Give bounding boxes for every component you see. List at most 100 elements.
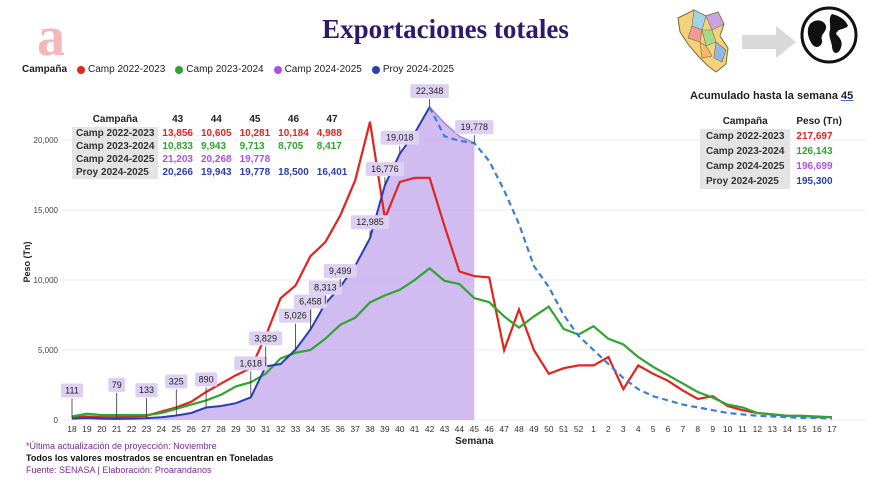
table-cell: 19,778 [239, 167, 271, 178]
x-tick-label: 50 [544, 424, 554, 434]
x-tick-label: 16 [812, 424, 822, 434]
x-tick-label: 43 [440, 424, 450, 434]
y-tick-label: 5,000 [38, 346, 59, 355]
x-tick-label: 38 [365, 424, 375, 434]
table-cell: 10,184 [278, 128, 309, 139]
table-cell [313, 153, 352, 166]
x-tick-label: 49 [529, 424, 539, 434]
x-tick-label: 26 [186, 424, 196, 434]
line-camp-2023-2024 [71, 266, 832, 419]
x-tick-label: 17 [827, 424, 837, 434]
point-label-box [455, 120, 494, 135]
point-label: 890 [199, 375, 214, 385]
table-row: Proy 2024-2025 20,266 19,943 19,778 18,5… [72, 166, 351, 179]
legend-label: Camp 2024-2025 [284, 64, 362, 75]
table-row: Camp 2023-2024 126,143 [700, 144, 848, 159]
row-label: Camp 2022-2023 [700, 129, 791, 144]
point-label: 9,499 [329, 266, 352, 276]
x-tick-label: 3 [621, 424, 626, 434]
legend-title: Campaña [22, 64, 68, 75]
chart-legend: Campaña Camp 2022-2023 Camp 2023-2024 Ca… [22, 64, 454, 75]
legend-color-dot [77, 65, 86, 74]
point-label: 8,313 [314, 283, 337, 293]
x-tick-label: 8 [695, 424, 700, 434]
legend-label: Camp 2023-2024 [186, 64, 264, 75]
point-label-box [293, 294, 327, 309]
footer-source: Fuente: SENASA | Elaboración: Proarandan… [26, 465, 212, 475]
legend-color-dot [273, 65, 282, 74]
x-tick-label: 32 [276, 424, 286, 434]
x-tick-label: 14 [782, 424, 792, 434]
table-row: Camp 2024-2025 21,203 20,268 19,778 [72, 153, 351, 166]
point-label-box [135, 383, 158, 398]
x-tick-label: 52 [574, 424, 584, 434]
point-label-box [380, 130, 419, 145]
point-label: 111 [65, 385, 79, 395]
arrow-right-icon [742, 26, 796, 58]
legend-label: Proy 2024-2025 [382, 64, 455, 75]
x-tick-label: 6 [666, 424, 671, 434]
point-label-box [165, 374, 188, 389]
x-tick-label: 1 [591, 424, 596, 434]
x-tick-label: 34 [306, 424, 316, 434]
table-cell: 126,143 [796, 146, 833, 157]
row-label: Camp 2023-2024 [72, 140, 159, 153]
legend-color-dot [371, 65, 380, 74]
table-row: Camp 2023-2024 10,833 9,943 9,713 8,705 … [72, 140, 351, 153]
table-cell: 10,605 [200, 128, 232, 139]
table-cell: 10,281 [239, 128, 271, 139]
row-label: Proy 2024-2025 [72, 166, 159, 179]
point-label: 19,018 [386, 133, 414, 143]
x-tick-label: 22 [127, 424, 137, 434]
table-cell: 21,203 [162, 154, 193, 165]
table-cell: 195,300 [796, 176, 833, 187]
x-tick-label: 12 [753, 424, 763, 434]
table-cell: 217,697 [796, 131, 833, 142]
accumulated-table: Campaña Peso (Tn) Camp 2022-2023 217,697… [700, 114, 848, 189]
line-camp-2022-2023 [71, 121, 832, 419]
table-cell: 10,833 [162, 141, 193, 152]
brand-logo-icon: a [37, 10, 65, 62]
x-tick-label: 27 [201, 424, 211, 434]
table-row: Camp 2022-2023 217,697 [700, 129, 848, 144]
y-tick-label: 10,000 [34, 276, 59, 285]
row-label: Proy 2024-2025 [700, 174, 791, 189]
row-label: Camp 2024-2025 [700, 159, 791, 174]
x-tick-label: 44 [455, 424, 465, 434]
point-label: 5,026 [284, 311, 307, 321]
table-cell: 19,943 [200, 167, 232, 178]
week-header: 44 [210, 114, 222, 125]
x-tick-label: 5 [651, 424, 656, 434]
area-camp-2024-2025 [72, 107, 475, 421]
x-tick-label: 46 [484, 424, 494, 434]
legend-item[interactable]: Camp 2024-2025 [273, 64, 362, 75]
x-tick-label: 7 [681, 424, 686, 434]
table-cell: 13,856 [162, 128, 193, 139]
x-tick-label: 35 [321, 424, 331, 434]
table-cell: 20,268 [200, 154, 232, 165]
page-title: Exportaciones totales [322, 14, 569, 44]
x-tick-label: 9 [710, 424, 715, 434]
table-header-row: Campaña Peso (Tn) [700, 114, 848, 129]
globe-icon [800, 6, 858, 64]
table-row: Camp 2022-2023 13,856 10,605 10,281 10,1… [72, 127, 351, 140]
legend-item[interactable]: Camp 2023-2024 [175, 64, 264, 75]
x-tick-label: 28 [216, 424, 226, 434]
table-row: Proy 2024-2025 195,300 [700, 174, 848, 189]
point-label-box [350, 215, 390, 230]
x-tick-label: 37 [350, 424, 360, 434]
table-header: Campaña [92, 114, 138, 125]
point-label: 1,618 [240, 358, 263, 368]
row-label: Camp 2023-2024 [700, 144, 791, 159]
table-cell: 20,266 [162, 167, 193, 178]
y-tick-label: 0 [54, 416, 59, 425]
legend-item[interactable]: Camp 2022-2023 [77, 64, 165, 75]
y-tick-label: 15,000 [34, 206, 59, 215]
x-tick-label: 39 [380, 424, 390, 434]
x-tick-label: 47 [499, 424, 509, 434]
legend-item[interactable]: Proy 2024-2025 [371, 64, 455, 75]
x-tick-label: 42 [425, 424, 435, 434]
legend-label: Camp 2022-2023 [88, 64, 166, 75]
footer-note: Todos los valores mostrados se encuentra… [26, 453, 274, 463]
x-tick-label: 23 [142, 424, 152, 434]
